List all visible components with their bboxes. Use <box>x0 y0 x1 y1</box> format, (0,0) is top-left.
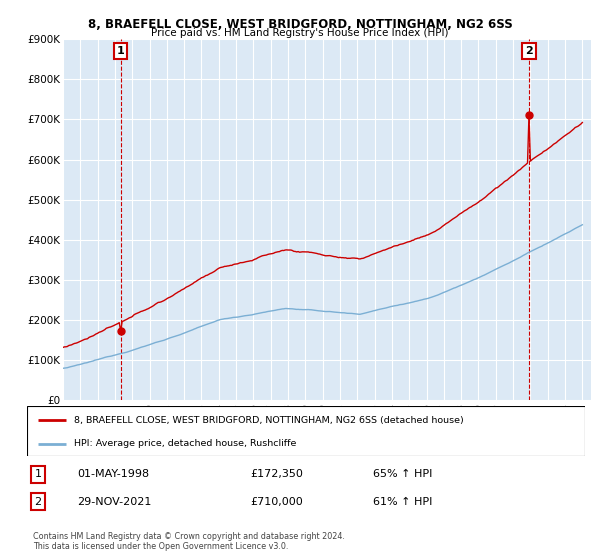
Text: HPI: Average price, detached house, Rushcliffe: HPI: Average price, detached house, Rush… <box>74 439 297 449</box>
Text: Price paid vs. HM Land Registry's House Price Index (HPI): Price paid vs. HM Land Registry's House … <box>151 28 449 38</box>
Text: £710,000: £710,000 <box>250 497 303 507</box>
Text: 8, BRAEFELL CLOSE, WEST BRIDGFORD, NOTTINGHAM, NG2 6SS: 8, BRAEFELL CLOSE, WEST BRIDGFORD, NOTTI… <box>88 18 512 31</box>
Text: 1: 1 <box>117 46 125 56</box>
Text: 65% ↑ HPI: 65% ↑ HPI <box>373 469 433 479</box>
Text: 01-MAY-1998: 01-MAY-1998 <box>77 469 149 479</box>
Text: 8, BRAEFELL CLOSE, WEST BRIDGFORD, NOTTINGHAM, NG2 6SS (detached house): 8, BRAEFELL CLOSE, WEST BRIDGFORD, NOTTI… <box>74 416 464 424</box>
Text: 1: 1 <box>35 469 41 479</box>
Text: Contains HM Land Registry data © Crown copyright and database right 2024.
This d: Contains HM Land Registry data © Crown c… <box>32 532 344 551</box>
FancyBboxPatch shape <box>27 406 585 456</box>
Text: 61% ↑ HPI: 61% ↑ HPI <box>373 497 433 507</box>
Text: 29-NOV-2021: 29-NOV-2021 <box>77 497 152 507</box>
Text: 2: 2 <box>525 46 533 56</box>
Text: £172,350: £172,350 <box>250 469 303 479</box>
Text: 2: 2 <box>35 497 42 507</box>
